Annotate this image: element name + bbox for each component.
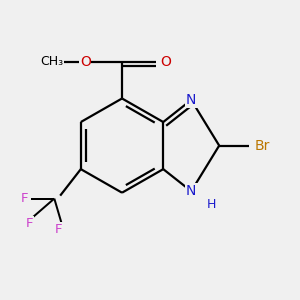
Text: N: N [186, 93, 196, 107]
Text: O: O [160, 55, 171, 69]
Text: O: O [80, 55, 91, 69]
Text: F: F [21, 192, 28, 205]
Text: F: F [26, 217, 33, 230]
Text: N: N [186, 184, 196, 198]
Text: H: H [207, 198, 216, 211]
Text: F: F [55, 223, 62, 236]
Text: CH₃: CH₃ [40, 55, 63, 68]
Text: Br: Br [254, 139, 270, 153]
